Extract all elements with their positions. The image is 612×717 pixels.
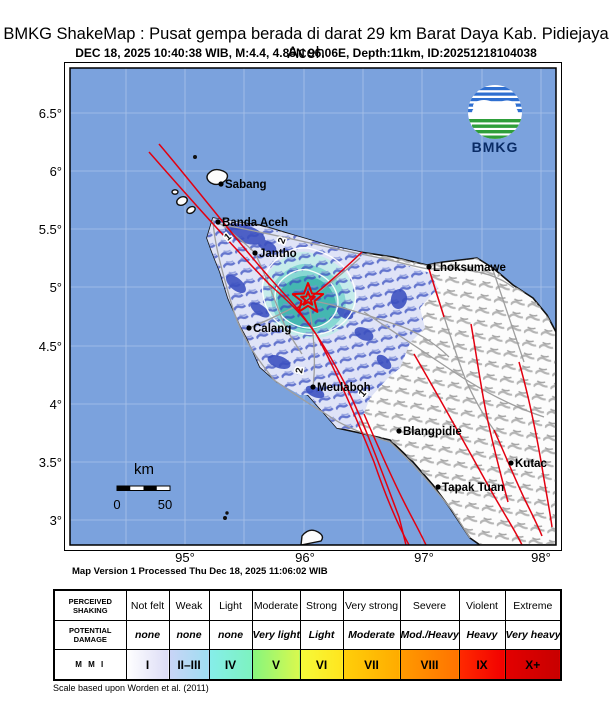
lon-tick: 98° <box>531 550 551 565</box>
legend-cell: Strong <box>299 589 344 621</box>
svg-text:0: 0 <box>113 497 120 512</box>
legend-source-note: Scale based upon Worden et al. (2011) <box>53 683 209 693</box>
legend-header-mmi: M M I <box>53 649 127 681</box>
lon-tick: 96° <box>295 550 315 565</box>
svg-text:50: 50 <box>158 497 172 512</box>
map-frame-inner <box>69 67 557 546</box>
city-markers: Sabang Banda Aceh Jantho Lhoksumawe Cala… <box>215 179 548 494</box>
lat-tick: 5.5° <box>38 222 62 237</box>
legend-cell: Heavy <box>458 620 506 650</box>
lat-tick: 4° <box>49 397 62 412</box>
city-label: Blangpidie <box>403 426 462 438</box>
lat-tick: 6.5° <box>38 106 62 121</box>
legend-cell: Very strong <box>342 589 401 621</box>
city-label: Meulaboh <box>317 382 371 394</box>
intensity-patches <box>224 223 408 399</box>
city-label: Sabang <box>225 179 267 191</box>
legend-mmi-cell: VIII <box>399 649 460 681</box>
scale-bar: km 0 50 <box>113 461 172 512</box>
legend-cell: Light <box>208 589 253 621</box>
legend-cell: Moderate <box>342 620 401 650</box>
legend-mmi-cell: X+ <box>504 649 562 681</box>
event-subtitle: DEC 18, 2025 10:40:38 WIB, M:4.4, 4.85N … <box>75 46 537 60</box>
lat-tick: 6° <box>49 164 62 179</box>
legend-mmi-cell: IX <box>458 649 506 681</box>
legend-cell: none <box>125 620 170 650</box>
lat-tick: 5° <box>49 280 62 295</box>
bmkg-logo-text: BMKG <box>472 139 519 155</box>
city-label: Kutac <box>515 458 548 470</box>
legend-row-perceived: PERCEIVED SHAKING Not felt Weak Light Mo… <box>53 589 562 621</box>
legend-cell: Weak <box>168 589 210 621</box>
legend-mmi-cell: I <box>125 649 170 681</box>
legend-cell: Mod./Heavy <box>399 620 460 650</box>
intensity-legend: PERCEIVED SHAKING Not felt Weak Light Mo… <box>53 589 562 681</box>
lon-tick: 97° <box>414 550 434 565</box>
legend-cell: Very light <box>251 620 301 650</box>
legend-mmi-cell: II–III <box>168 649 210 681</box>
legend-cell: none <box>208 620 253 650</box>
legend-cell: Severe <box>399 589 460 621</box>
legend-cell: Violent <box>458 589 506 621</box>
city-label: Lhoksumawe <box>433 262 506 274</box>
svg-text:km: km <box>134 461 154 478</box>
legend-row-mmi: M M I I II–III IV V VI VII VIII IX X+ <box>53 649 562 681</box>
lat-tick: 3.5° <box>38 455 62 470</box>
lat-tick: 3° <box>49 513 62 528</box>
legend-cell: Extreme <box>504 589 562 621</box>
page-title: BMKG ShakeMap : Pusat gempa berada di da… <box>3 25 609 62</box>
map-svg: 1 2 2 1 Sabang Banda Aceh Jantho Lhoksum… <box>64 62 562 551</box>
lon-tick: 95° <box>175 550 195 565</box>
legend-mmi-cell: VII <box>342 649 401 681</box>
legend-cell: Very heavy <box>504 620 562 650</box>
fault-lines <box>148 143 553 545</box>
lat-tick: 4.5° <box>38 339 62 354</box>
epicenter-star <box>293 283 323 312</box>
city-label: Jantho <box>259 248 297 260</box>
city-label: Calang <box>253 323 291 335</box>
svg-text:2: 2 <box>294 366 306 374</box>
city-label: Tapak Tuan <box>442 482 504 494</box>
map-version-line: Map Version 1 Processed Thu Dec 18, 2025… <box>72 566 328 577</box>
legend-cell: Not felt <box>125 589 170 621</box>
shakemap-canvas: 1 2 2 1 Sabang Banda Aceh Jantho Lhoksum… <box>64 62 562 551</box>
bmkg-logo: BMKG <box>468 85 522 155</box>
city-label: Banda Aceh <box>222 217 288 229</box>
legend-mmi-cell: V <box>251 649 301 681</box>
legend-mmi-cell: IV <box>208 649 253 681</box>
intensity-contours <box>261 247 357 336</box>
legend-cell: Moderate <box>251 589 301 621</box>
legend-mmi-cell: VI <box>299 649 344 681</box>
legend-row-damage: POTENTIAL DAMAGE none none none Very lig… <box>53 620 562 650</box>
islands <box>171 154 324 545</box>
bmkg-logo-icon <box>468 87 522 139</box>
legend-header-damage: POTENTIAL DAMAGE <box>53 620 127 650</box>
legend-cell: Light <box>299 620 344 650</box>
legend-cell: none <box>168 620 210 650</box>
legend-header-perceived: PERCEIVED SHAKING <box>53 589 127 621</box>
